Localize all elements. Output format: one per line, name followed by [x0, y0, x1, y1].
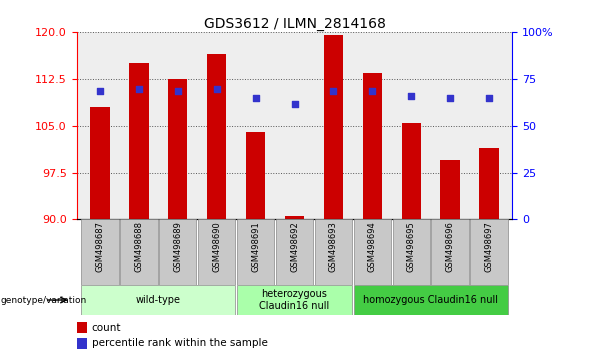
Title: GDS3612 / ILMN_2814168: GDS3612 / ILMN_2814168: [204, 17, 385, 31]
Bar: [363, 73, 382, 219]
Bar: [81, 285, 236, 315]
Bar: [120, 219, 157, 285]
Bar: [432, 219, 469, 285]
Bar: [237, 219, 274, 285]
Bar: [353, 219, 391, 285]
Bar: [207, 54, 226, 219]
Point: [134, 87, 144, 92]
Bar: [441, 160, 460, 219]
Text: percentile rank within the sample: percentile rank within the sample: [92, 338, 267, 348]
Bar: [479, 148, 499, 219]
Text: GSM498688: GSM498688: [134, 222, 143, 273]
Point: [173, 88, 183, 94]
Bar: [198, 219, 236, 285]
Point: [368, 88, 377, 94]
Bar: [168, 79, 187, 219]
Text: wild-type: wild-type: [136, 295, 181, 305]
Text: heterozygous
Claudin16 null: heterozygous Claudin16 null: [259, 289, 330, 311]
Text: GSM498694: GSM498694: [368, 222, 377, 272]
Bar: [237, 285, 352, 315]
Text: GSM498692: GSM498692: [290, 222, 299, 272]
Bar: [90, 107, 110, 219]
Bar: [276, 219, 313, 285]
Point: [445, 95, 455, 100]
Text: GSM498693: GSM498693: [329, 222, 338, 272]
Bar: [353, 285, 508, 315]
Point: [484, 95, 494, 100]
Bar: [159, 219, 197, 285]
Text: GSM498689: GSM498689: [173, 222, 182, 272]
Bar: [81, 219, 118, 285]
Text: GSM498687: GSM498687: [95, 222, 104, 273]
Bar: [324, 35, 343, 219]
Text: GSM498695: GSM498695: [407, 222, 416, 272]
Text: count: count: [92, 322, 121, 332]
Point: [95, 88, 105, 94]
Bar: [402, 122, 421, 219]
Point: [329, 88, 338, 94]
Bar: [77, 322, 88, 333]
Text: homozygous Claudin16 null: homozygous Claudin16 null: [363, 295, 498, 305]
Text: GSM498697: GSM498697: [485, 222, 494, 272]
Point: [251, 95, 260, 100]
Point: [212, 87, 221, 92]
Text: GSM498690: GSM498690: [212, 222, 221, 272]
Point: [290, 101, 299, 107]
Bar: [284, 216, 305, 219]
Text: GSM498696: GSM498696: [446, 222, 455, 272]
Text: GSM498691: GSM498691: [251, 222, 260, 272]
Point: [406, 93, 416, 98]
Bar: [77, 338, 88, 349]
Bar: [129, 63, 148, 219]
Bar: [246, 132, 265, 219]
Bar: [471, 219, 508, 285]
Bar: [392, 219, 430, 285]
Text: genotype/variation: genotype/variation: [1, 296, 87, 304]
Bar: [315, 219, 352, 285]
